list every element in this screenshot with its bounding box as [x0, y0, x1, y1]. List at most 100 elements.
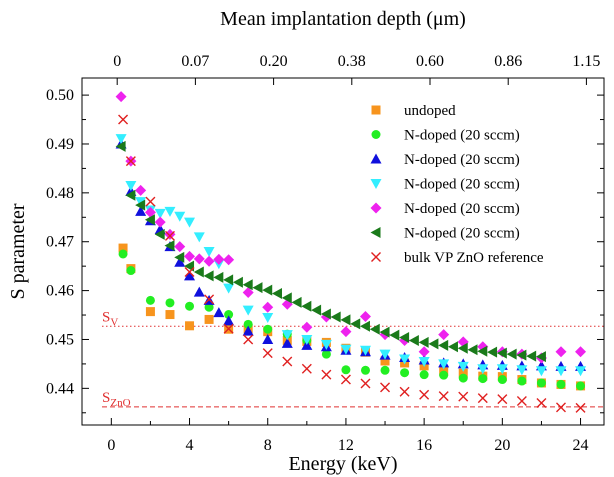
data-point — [438, 391, 449, 402]
data-point — [477, 345, 488, 357]
data-point — [223, 323, 234, 334]
data-point — [125, 189, 136, 201]
data-point — [203, 255, 215, 267]
data-point — [389, 329, 400, 341]
x-marker-stroke — [497, 394, 508, 405]
data-point — [419, 370, 429, 380]
data-point — [477, 364, 489, 375]
data-point — [496, 364, 508, 375]
legend-marker — [371, 130, 381, 139]
data-point — [526, 350, 537, 362]
data-point — [457, 342, 468, 354]
legend-label: N-doped (20 sccm) — [404, 128, 520, 144]
data-point — [281, 337, 293, 348]
data-point — [556, 379, 566, 389]
data-point — [439, 370, 449, 380]
y-tick-label: 0.48 — [46, 185, 74, 202]
data-point — [243, 319, 253, 329]
legend-marker — [370, 227, 381, 238]
data-point — [204, 302, 214, 312]
data-point — [301, 334, 313, 345]
x-marker-stroke — [340, 374, 351, 385]
data-point — [185, 301, 195, 311]
data-point — [478, 374, 488, 384]
data-point — [144, 214, 155, 226]
legend-marker — [370, 179, 382, 189]
data-point — [379, 349, 391, 360]
data-point — [213, 307, 225, 318]
series-1 — [118, 249, 586, 391]
data-point — [536, 398, 547, 409]
data-point — [380, 365, 390, 375]
data-point — [399, 354, 411, 365]
top-tick-label: 0.20 — [260, 53, 288, 70]
data-point — [497, 394, 508, 405]
legend-marker — [371, 105, 381, 115]
x-marker-stroke — [360, 378, 371, 389]
data-point — [118, 114, 129, 125]
data-point — [359, 345, 371, 356]
data-point — [145, 196, 156, 207]
x-marker-stroke — [118, 114, 129, 125]
x-marker-stroke — [184, 267, 195, 278]
data-point — [419, 389, 430, 400]
data-point — [135, 205, 147, 216]
x-tick-label: 16 — [416, 437, 432, 454]
y-axis-label: S parameter — [7, 203, 29, 299]
data-point — [517, 376, 527, 386]
x-tick-label: 8 — [264, 437, 272, 454]
x-tick-label: 4 — [186, 437, 194, 454]
data-point — [174, 251, 185, 263]
x-marker-stroke — [282, 356, 293, 367]
y-tick-label: 0.45 — [46, 331, 74, 348]
data-point — [126, 266, 136, 276]
data-point — [516, 365, 528, 376]
data-point — [174, 256, 186, 267]
data-point — [341, 365, 351, 375]
x-marker-stroke — [125, 156, 136, 167]
data-point — [184, 250, 196, 262]
legend-label: N-doped (20 sccm) — [404, 201, 520, 217]
x-tick-label: 0 — [107, 437, 115, 454]
legend-label: N-doped (20 sccm) — [404, 152, 520, 168]
data-point — [438, 339, 449, 351]
data-point — [291, 296, 302, 308]
data-point — [555, 402, 566, 413]
data-point — [252, 282, 263, 294]
data-point — [340, 326, 352, 338]
top-tick-label: 1.15 — [572, 53, 600, 70]
y-tick-label: 0.46 — [46, 283, 74, 300]
x-marker-stroke — [399, 386, 410, 397]
data-point — [359, 320, 370, 332]
data-point — [223, 315, 235, 326]
data-point — [438, 329, 450, 341]
data-point — [115, 140, 126, 152]
data-point — [125, 156, 136, 167]
data-point — [164, 230, 175, 241]
data-point — [281, 292, 292, 304]
data-point — [115, 91, 127, 103]
data-point — [438, 359, 450, 370]
data-point — [340, 314, 351, 326]
data-point — [457, 361, 469, 372]
data-point — [204, 294, 215, 305]
data-point — [262, 333, 274, 344]
data-point — [125, 181, 137, 192]
data-point — [204, 314, 214, 324]
top-tick-label: 0.38 — [338, 53, 366, 70]
legend-label: N-doped (20 sccm) — [404, 177, 520, 193]
data-point — [555, 366, 567, 377]
x-tick-label: 24 — [573, 437, 589, 454]
x-marker-stroke — [301, 363, 312, 374]
data-point — [154, 208, 166, 219]
data-point — [115, 134, 127, 145]
data-point — [242, 305, 254, 316]
legend: undoped N-doped (20 sccm) N-doped (20 sccm… — [370, 103, 544, 266]
data-point — [224, 310, 234, 320]
x-marker-stroke — [477, 393, 488, 404]
x-marker-stroke — [516, 396, 527, 407]
data-point — [282, 356, 293, 367]
data-point — [184, 260, 195, 272]
data-point — [400, 368, 410, 378]
